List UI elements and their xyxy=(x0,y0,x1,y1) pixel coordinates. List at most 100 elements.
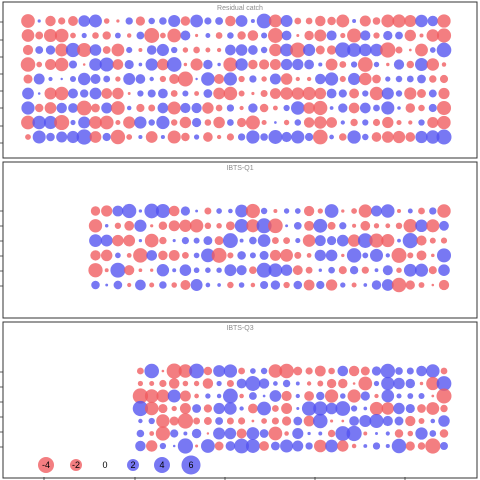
residual-bubble xyxy=(380,42,396,58)
residual-bubble xyxy=(397,238,401,243)
residual-bubble xyxy=(294,119,302,126)
residual-bubble xyxy=(304,220,315,231)
residual-bubble xyxy=(249,236,257,245)
residual-bubble xyxy=(406,75,414,83)
residual-bubble xyxy=(291,101,305,115)
residual-bubble xyxy=(416,235,427,246)
residual-bubble xyxy=(138,62,143,67)
residual-bubble xyxy=(303,102,315,114)
residual-bubble xyxy=(170,429,179,438)
residual-bubble xyxy=(260,46,268,54)
residual-bubble xyxy=(335,42,351,58)
residual-bubble xyxy=(235,58,248,71)
residual-bubble xyxy=(236,265,247,276)
residual-bubble xyxy=(361,266,369,274)
residual-bubble xyxy=(261,32,268,39)
residual-bubble xyxy=(357,57,373,72)
residual-bubble xyxy=(293,366,303,376)
residual-bubble xyxy=(381,204,395,218)
residual-bubble xyxy=(194,91,200,96)
residual-bubble xyxy=(124,220,135,231)
residual-bubble xyxy=(271,237,279,245)
residual-bubble xyxy=(440,237,448,244)
residual-bubble xyxy=(125,17,133,25)
residual-bubble xyxy=(193,417,201,425)
residual-bubble xyxy=(21,14,35,28)
residual-bubble xyxy=(372,17,381,25)
residual-bubble xyxy=(22,44,34,56)
residual-bubble xyxy=(373,61,380,68)
residual-bubble xyxy=(203,236,213,246)
residual-bubble xyxy=(391,277,407,293)
residual-bubble xyxy=(101,102,113,114)
residual-bubble xyxy=(428,266,437,275)
residual-bubble xyxy=(115,252,121,259)
residual-bubble xyxy=(440,367,448,375)
residual-bubble xyxy=(415,58,428,71)
residual-bubble xyxy=(285,224,289,228)
residual-bubble xyxy=(90,74,101,84)
residual-bubble xyxy=(305,266,313,274)
residual-bubble xyxy=(339,61,347,68)
residual-bubble xyxy=(248,59,258,70)
residual-bubble xyxy=(370,43,383,57)
residual-bubble xyxy=(183,62,188,67)
residual-bubble xyxy=(397,106,401,110)
residual-bubble xyxy=(134,219,147,232)
residual-bubble xyxy=(246,219,260,233)
residual-bubble xyxy=(77,72,91,86)
residual-bubble xyxy=(216,393,222,399)
residual-bubble xyxy=(166,57,182,72)
residual-bubble xyxy=(402,233,418,249)
residual-bubble xyxy=(250,282,256,288)
residual-bubble xyxy=(78,15,90,27)
residual-bubble xyxy=(272,105,278,111)
residual-bubble xyxy=(135,279,146,291)
residual-bubble xyxy=(183,431,188,436)
residual-bubble xyxy=(268,218,283,234)
residual-bubble xyxy=(246,130,260,144)
residual-bubble xyxy=(99,115,114,130)
residual-bubble xyxy=(395,90,403,97)
residual-bubble xyxy=(203,366,213,376)
residual-bubble xyxy=(248,403,258,414)
residual-bubble xyxy=(294,208,301,214)
residual-bubble xyxy=(157,58,169,71)
residual-bubble xyxy=(268,130,283,144)
residual-bubble xyxy=(124,59,134,70)
residual-bubble xyxy=(158,403,168,414)
residual-bubble xyxy=(314,116,327,129)
residual-bubble xyxy=(216,47,222,53)
residual-bubble xyxy=(213,116,225,129)
residual-bubble xyxy=(372,74,381,84)
residual-bubble xyxy=(226,417,234,425)
residual-bubble xyxy=(201,439,215,453)
legend-bubble xyxy=(181,455,201,475)
residual-bubble xyxy=(417,74,426,84)
residual-bubble xyxy=(101,88,113,99)
residual-bubble xyxy=(283,208,290,214)
residual-bubble xyxy=(317,208,323,214)
residual-bubble xyxy=(375,432,378,435)
residual-bubble xyxy=(202,378,214,389)
residual-bubble xyxy=(437,14,451,28)
residual-bubble xyxy=(237,117,247,128)
residual-bubble xyxy=(280,73,293,85)
residual-bubble xyxy=(178,364,193,378)
residual-bubble xyxy=(426,402,440,415)
residual-bubble xyxy=(104,268,109,273)
residual-bubble xyxy=(383,30,393,41)
residual-bubble xyxy=(305,17,313,25)
residual-bubble xyxy=(363,431,368,436)
residual-bubble xyxy=(436,28,452,43)
residual-bubble xyxy=(436,376,452,391)
residual-bubble xyxy=(226,133,234,141)
residual-bubble xyxy=(248,103,258,113)
residual-bubble xyxy=(304,132,314,142)
residual-bubble xyxy=(201,248,215,263)
residual-bubble xyxy=(215,32,223,39)
residual-bubble xyxy=(44,87,57,100)
residual-bubble xyxy=(159,379,167,388)
residual-bubble xyxy=(177,413,194,429)
residual-bubble xyxy=(303,415,315,427)
